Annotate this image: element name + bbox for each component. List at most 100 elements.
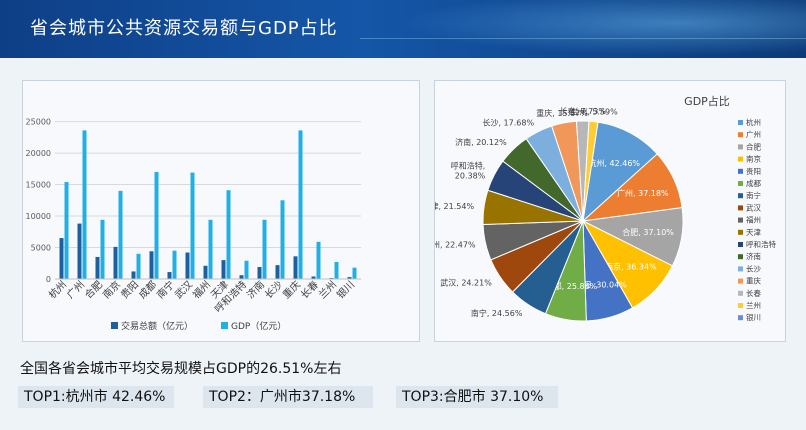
pie-legend-label: 武汉 — [746, 202, 761, 212]
pie-data-label: 杭州, 42.46% — [588, 158, 640, 168]
pie-legend-label: 呼和浩特 — [746, 239, 776, 249]
pie-legend-label: 长春 — [746, 288, 761, 298]
pie-legend-label: 合肥 — [746, 141, 761, 151]
bar-trade — [275, 265, 280, 279]
pie-data-label: 广州, 37.18% — [617, 188, 669, 198]
pie-legend-label: 成都 — [746, 178, 761, 188]
header-line — [360, 38, 806, 39]
bar-gdp — [244, 260, 249, 279]
pie-legend-swatch — [738, 156, 743, 162]
bar-gdp — [172, 250, 177, 279]
x-tick-label: 长沙 — [262, 279, 285, 302]
bar-gdp — [352, 267, 357, 279]
x-tick-label: 武汉 — [172, 278, 195, 301]
x-tick-label: 福州 — [190, 278, 213, 301]
bar-trade — [59, 238, 64, 279]
pie-legend-swatch — [738, 303, 743, 308]
header-bar: 省会城市公共资源交易额与GDP占比 — [0, 0, 806, 58]
pie-data-label: 南宁, 24.56% — [471, 308, 523, 318]
x-tick-label: 南宁 — [154, 278, 177, 301]
bar-gdp — [334, 262, 339, 279]
pie-data-label: 长沙, 17.68% — [482, 117, 534, 127]
y-tick-label: 25000 — [26, 118, 51, 127]
pie-data-label: 福州, 22.47% — [435, 241, 476, 250]
bar-gdp — [100, 219, 105, 279]
x-tick-label: 贵阳 — [118, 278, 141, 301]
legend-swatch — [111, 322, 118, 329]
bar-gdp — [262, 219, 267, 279]
top1-badge: TOP1:杭州市 42.46% — [18, 386, 174, 408]
bar-gdp — [64, 182, 69, 279]
pie-slice — [582, 120, 599, 222]
x-tick-label: 兰州 — [316, 278, 339, 301]
pie-legend-label: 天津 — [746, 228, 761, 237]
bar-chart: 0500010000150002000025000杭州广州合肥南京贵阳成都南宁武… — [26, 118, 361, 332]
pie-title: GDP占比 — [684, 94, 730, 108]
x-tick-label: 济南 — [244, 278, 267, 301]
pie-legend-swatch — [738, 205, 743, 211]
pie-data-label: 贵阳, 30.04% — [575, 280, 627, 290]
pie-legend-label: 南宁 — [746, 190, 761, 200]
x-tick-label: 成都 — [136, 279, 159, 302]
pie-legend-swatch — [738, 315, 743, 321]
pie-data-label: 重庆, 15.67% — [536, 108, 588, 118]
legend-swatch — [221, 322, 228, 329]
bar-trade — [239, 275, 244, 279]
pie-legend-label: 银川 — [746, 313, 761, 322]
pie-legend-swatch — [738, 132, 743, 138]
bar-trade — [113, 246, 118, 279]
bar-trade — [203, 265, 208, 279]
pie-data-label: 兰州, 5.59% — [571, 107, 618, 117]
top2-badge: TOP2：广州市37.18% — [203, 386, 373, 408]
header-glow — [376, 0, 806, 58]
x-tick-label: 长春 — [298, 279, 321, 302]
pie-slice — [582, 121, 658, 223]
bar-gdp — [226, 190, 231, 279]
bar-trade — [131, 271, 136, 279]
pie-legend-label: 广州 — [746, 129, 761, 139]
bar-trade — [257, 267, 262, 279]
x-tick-label: 广州 — [64, 279, 87, 302]
pie-data-label: 合肥, 37.10% — [622, 227, 674, 237]
bar-gdp — [190, 172, 195, 279]
bar-gdp — [208, 219, 213, 279]
summary-text: 全国各省会城市平均交易规模占GDP的26.51%左右 — [20, 361, 342, 377]
y-tick-label: 15000 — [26, 181, 51, 190]
bar-gdp — [82, 130, 87, 279]
pie-legend-swatch — [738, 193, 743, 199]
bar-gdp — [298, 130, 303, 279]
pie-legend-label: 济南 — [746, 251, 761, 261]
pie-data-label: 呼和浩特, — [451, 160, 486, 170]
bar-trade — [95, 256, 100, 279]
bar-trade — [185, 252, 190, 279]
pie-legend-label: 杭州 — [746, 117, 761, 127]
pie-data-label: 天津, 21.54% — [435, 201, 474, 211]
pie-legend-swatch — [738, 229, 743, 235]
pie-legend-label: 重庆 — [746, 276, 761, 286]
x-tick-label: 南京 — [100, 278, 123, 301]
pie-legend-label: 南京 — [746, 154, 761, 164]
pie-legend-swatch — [738, 290, 743, 296]
bar-gdp — [118, 190, 123, 279]
pie-legend-swatch — [738, 278, 743, 284]
legend-label: 交易总额（亿元） — [121, 320, 193, 332]
pie-data-label: 南京, 36.34% — [605, 261, 657, 271]
pie-legend-swatch — [738, 181, 743, 186]
pie-legend-label: 贵阳 — [746, 166, 761, 176]
pie-legend-swatch — [738, 120, 743, 125]
pie-legend-swatch — [738, 242, 743, 247]
y-tick-label: 10000 — [26, 212, 51, 221]
bar-gdp — [154, 171, 159, 279]
bar-trade — [221, 260, 226, 279]
pie-data-label: 武汉, 24.21% — [440, 278, 492, 288]
x-tick-label: 合肥 — [82, 278, 105, 301]
pie-legend-swatch — [738, 144, 743, 150]
bar-trade — [347, 277, 352, 279]
y-tick-label: 0 — [46, 275, 51, 284]
pie-legend-label: 兰州 — [746, 300, 761, 310]
pie-legend-swatch — [738, 266, 743, 272]
pie-chart-panel: GDP占比杭州, 42.46% 广州, 37.18% 合肥, 37.10% 南京, 3… — [422, 80, 786, 342]
bar-gdp — [316, 241, 321, 279]
pie-data-label: 20.38% — [455, 171, 486, 180]
